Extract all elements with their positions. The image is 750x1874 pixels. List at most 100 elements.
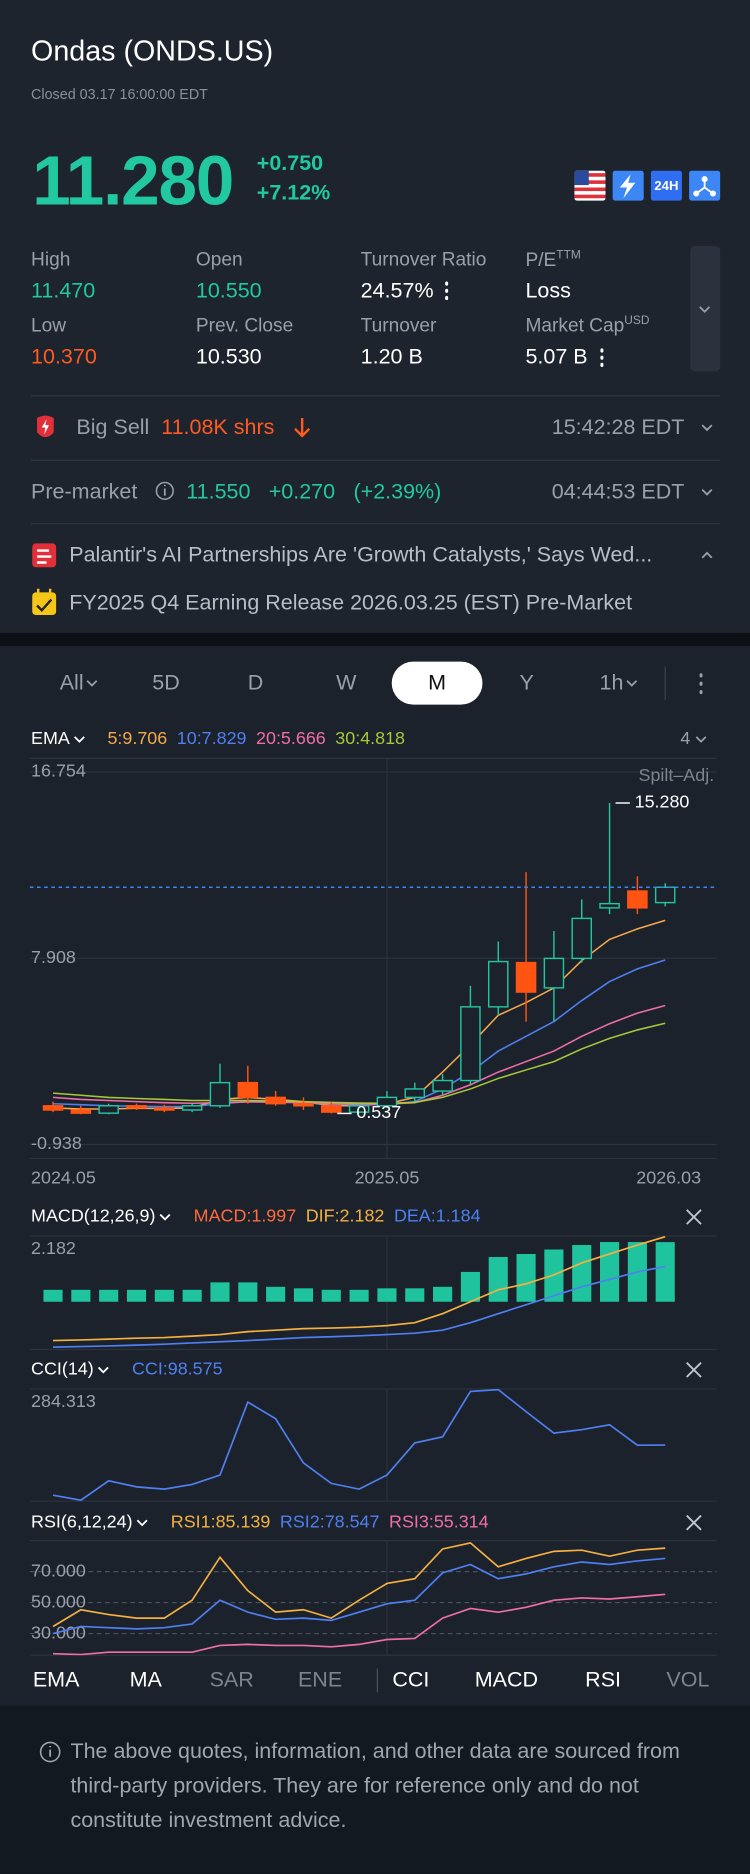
candle-body — [376, 1096, 398, 1107]
candle-body — [404, 1088, 426, 1099]
y-tick-label: 7.908 — [31, 947, 76, 967]
calendar-icon — [32, 588, 57, 616]
plot-area — [43, 1236, 675, 1348]
stat-label: High — [31, 250, 71, 271]
legend-entry: RSI1:85.139 — [171, 1511, 271, 1531]
chevron — [97, 1366, 109, 1374]
macd-bar — [266, 1286, 286, 1302]
lightning-badge[interactable] — [612, 170, 644, 201]
indicator-line — [52, 1541, 666, 1628]
indicator-tab[interactable]: VOL — [666, 1667, 710, 1692]
period-tab[interactable]: D — [247, 670, 264, 695]
macd-bar — [655, 1242, 675, 1302]
stat-value: 10.550 — [195, 278, 262, 303]
network-badge[interactable] — [689, 170, 721, 201]
legend-entry: DIF:2.182 — [306, 1206, 385, 1226]
footer-section — [0, 1705, 750, 1874]
stat-label: Market CapUSD — [525, 314, 649, 337]
macd-bar — [210, 1282, 230, 1302]
period-tab[interactable]: M — [428, 670, 447, 695]
close-icon[interactable] — [686, 1361, 702, 1378]
period-tab[interactable]: Y — [519, 670, 534, 695]
price-change: +0.750 — [256, 150, 324, 175]
chevron[interactable] — [701, 424, 713, 432]
indicator-tab[interactable]: SAR — [209, 1667, 254, 1692]
expand-button[interactable] — [690, 246, 721, 372]
premarket-price: 11.550 — [186, 479, 251, 504]
news-item[interactable]: Palantir's AI Partnerships Are 'Growth C… — [69, 542, 653, 567]
stat-label-text: Market Cap — [525, 315, 625, 337]
plot-area — [42, 803, 676, 1115]
period-tab[interactable]: All — [59, 670, 84, 695]
indicator-tab[interactable]: MACD — [474, 1667, 539, 1692]
macd-bar — [71, 1289, 91, 1302]
premarket-change-pct: (+2.39%) — [353, 479, 442, 504]
top-icons: 24H — [32, 170, 721, 616]
chevron[interactable] — [701, 489, 713, 496]
candle-body — [487, 960, 509, 1008]
macd-bar — [377, 1288, 397, 1302]
indicator-tab[interactable]: RSI — [585, 1667, 622, 1692]
legend-entry: 10:7.829 — [177, 728, 247, 748]
chevron — [136, 1519, 148, 1527]
period-tab[interactable]: 1h — [599, 670, 624, 695]
stat-value: 24.57% — [360, 278, 434, 303]
separator — [0, 632, 750, 647]
collapse-chevron[interactable] — [701, 551, 713, 559]
candle-body — [515, 961, 537, 993]
y-tick-label: 70.000 — [31, 1560, 86, 1580]
price: 11.280 — [32, 142, 234, 220]
candle-body — [348, 1105, 370, 1113]
macd-bar — [488, 1256, 508, 1302]
chevron — [86, 680, 98, 687]
stat-label: Open — [195, 250, 243, 271]
close-icon[interactable] — [686, 1209, 702, 1225]
y-tick-label: 284.313 — [31, 1391, 96, 1411]
legend-entry: 20:5.666 — [256, 728, 326, 748]
us-flag — [574, 170, 606, 201]
macd-bar — [460, 1271, 480, 1302]
chevron — [695, 736, 707, 743]
stat-value: 5.07 B — [525, 344, 588, 369]
candle-body — [571, 917, 592, 960]
candle-body — [126, 1105, 147, 1109]
indicator-line — [52, 1557, 666, 1635]
market-status: Closed 03.17 16:00:00 EDT — [31, 85, 208, 103]
indicator-tab[interactable]: EMA — [32, 1667, 80, 1692]
ema-line — [52, 1022, 666, 1105]
adjust-label: Spilt–Adj. — [639, 765, 715, 785]
24h-badge[interactable] — [650, 170, 682, 201]
macd-bar — [516, 1253, 536, 1302]
period-tab[interactable]: W — [336, 670, 357, 695]
chevron — [74, 736, 85, 743]
candle-body — [321, 1105, 342, 1113]
stat-label-text: P/E — [525, 250, 557, 271]
macd-bar — [572, 1245, 592, 1302]
legend-entry: RSI3:55.314 — [389, 1511, 489, 1531]
indicator-line — [53, 1593, 666, 1656]
macd-bar — [600, 1242, 620, 1302]
legend-entry: MACD:1.997 — [194, 1206, 297, 1226]
legend-entry: 30:4.818 — [335, 728, 405, 748]
indicator-title: MACD(12,26,9) — [31, 1206, 155, 1226]
stat-label: P/ETTM — [525, 249, 580, 272]
info-icon[interactable] — [155, 481, 174, 500]
period-tab[interactable]: 5D — [152, 670, 180, 695]
candle-body — [70, 1109, 92, 1114]
chevron — [699, 306, 711, 313]
24h-label: 24H — [654, 178, 678, 193]
y-tick-label: 16.754 — [31, 761, 86, 781]
indicator-tab[interactable]: MA — [129, 1667, 162, 1692]
quote-section — [0, 0, 750, 633]
legend-entry: DEA:1.184 — [394, 1206, 481, 1226]
close-icon[interactable] — [686, 1514, 702, 1531]
y-tick-label: -0.938 — [31, 1133, 82, 1153]
down-arrow — [294, 417, 311, 438]
candle-body — [98, 1105, 119, 1114]
indicator-tab[interactable]: ENE — [297, 1667, 343, 1692]
indicator-tab[interactable]: CCI — [392, 1667, 430, 1692]
news-item[interactable]: FY2025 Q4 Earning Release 2026.03.25 (ES… — [69, 590, 633, 615]
macd-bar — [349, 1289, 369, 1302]
plot-area — [52, 1388, 666, 1502]
